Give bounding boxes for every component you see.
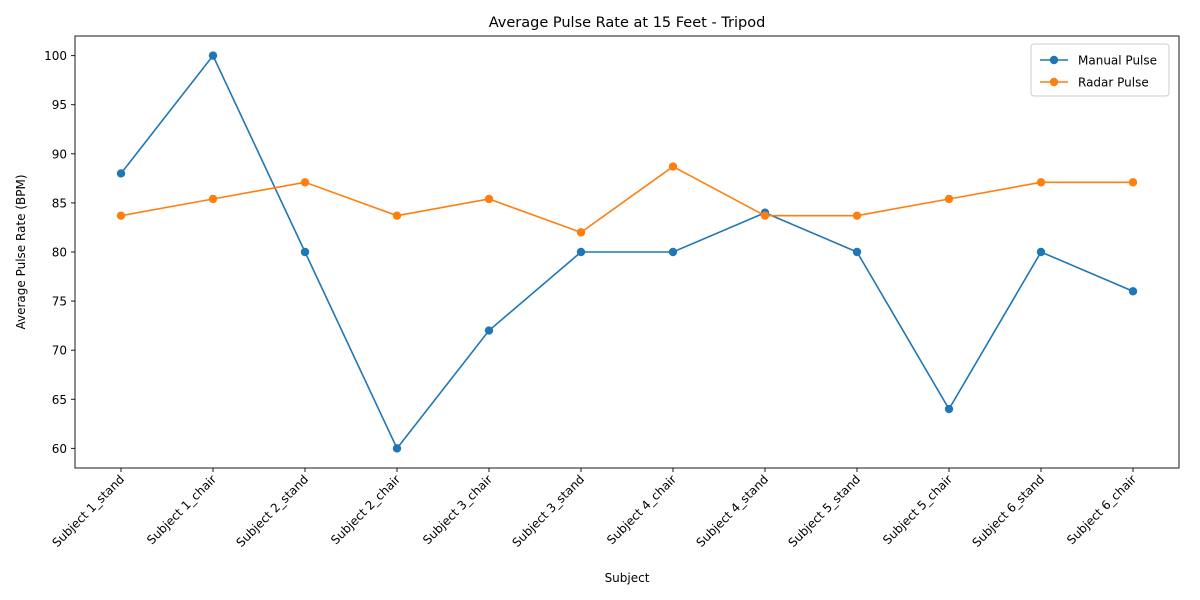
y-axis-label: Average Pulse Rate (BPM) xyxy=(14,174,28,329)
radar-pulse-point xyxy=(944,194,954,204)
y-tick-label: 60 xyxy=(52,442,67,456)
manual-pulse-point xyxy=(300,247,310,257)
legend-manual-pulse-label: Manual Pulse xyxy=(1078,54,1157,68)
y-tick-label: 65 xyxy=(52,393,67,407)
radar-pulse-point xyxy=(116,211,126,220)
x-tick-label: Subject 3_stand xyxy=(509,472,587,550)
radar-pulse-line xyxy=(120,165,1133,234)
radar-pulse-point xyxy=(300,178,310,187)
legend: Manual Pulse Radar Pulse xyxy=(1030,43,1170,97)
radar-pulse-point xyxy=(760,211,770,220)
y-tick-label: 90 xyxy=(52,147,67,161)
x-tick-label: Subject 6_chair xyxy=(1064,472,1139,547)
radar-pulse-point xyxy=(852,211,862,220)
x-tick-label: Subject 2_stand xyxy=(233,472,311,550)
manual-pulse-point xyxy=(392,444,402,453)
legend-manual-pulse-marker xyxy=(1049,55,1059,65)
x-axis-label: Subject xyxy=(605,571,650,585)
radar-pulse-point xyxy=(208,194,218,204)
x-tick-label: Subject 2_chair xyxy=(328,472,403,547)
radar-pulse-point xyxy=(576,228,586,237)
x-tick-label: Subject 4_stand xyxy=(693,472,771,550)
radar-pulse-point xyxy=(668,162,678,171)
x-tick-label: Subject 6_stand xyxy=(969,472,1047,550)
manual-pulse-point xyxy=(1036,247,1046,257)
x-tick-label: Subject 1_chair xyxy=(144,472,219,547)
manual-pulse-point xyxy=(668,247,678,257)
radar-pulse-point xyxy=(484,194,494,204)
manual-pulse-point xyxy=(116,169,126,178)
legend-radar-pulse-label: Radar Pulse xyxy=(1078,76,1149,90)
legend-box xyxy=(1030,43,1170,97)
x-tick-label: Subject 5_stand xyxy=(785,472,863,550)
manual-pulse-point xyxy=(1128,287,1138,296)
y-tick-label: 85 xyxy=(52,196,67,210)
y-tick-label: 95 xyxy=(52,98,67,112)
manual-pulse-line xyxy=(120,54,1134,450)
y-tick-label: 75 xyxy=(52,295,67,309)
manual-pulse-point xyxy=(208,51,218,60)
legend-radar-pulse-marker xyxy=(1049,77,1059,87)
y-tick-label: 80 xyxy=(52,246,67,260)
x-tick-label: Subject 1_stand xyxy=(49,472,127,550)
manual-pulse-point xyxy=(576,247,586,257)
radar-pulse-point xyxy=(1036,178,1046,187)
x-tick-label: Subject 3_chair xyxy=(420,472,495,547)
x-tick-label: Subject 5_chair xyxy=(880,472,955,547)
manual-pulse-point xyxy=(852,247,862,257)
manual-pulse-point xyxy=(484,326,494,335)
x-tick-label: Subject 4_chair xyxy=(604,472,679,547)
y-tick-label: 70 xyxy=(52,344,67,358)
manual-pulse-point xyxy=(944,404,954,414)
y-tick-label: 100 xyxy=(44,49,67,63)
chart-title: Average Pulse Rate at 15 Feet - Tripod xyxy=(489,15,766,31)
chart-marks xyxy=(116,51,1138,453)
radar-pulse-point xyxy=(1128,178,1138,187)
radar-pulse-point xyxy=(392,211,402,220)
